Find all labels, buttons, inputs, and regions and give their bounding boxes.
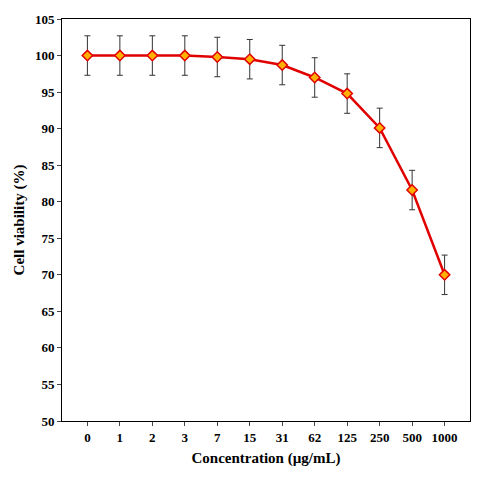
- svg-text:90: 90: [41, 121, 54, 136]
- svg-text:1: 1: [117, 430, 124, 445]
- svg-text:70: 70: [41, 267, 54, 282]
- svg-text:55: 55: [41, 377, 55, 392]
- svg-text:7: 7: [214, 430, 221, 445]
- svg-text:85: 85: [41, 158, 55, 173]
- svg-text:100: 100: [35, 48, 55, 63]
- svg-text:Cell viability (%): Cell viability (%): [11, 165, 28, 276]
- svg-text:62: 62: [308, 430, 321, 445]
- svg-text:80: 80: [41, 194, 54, 209]
- svg-text:500: 500: [402, 430, 422, 445]
- svg-text:60: 60: [41, 340, 54, 355]
- svg-text:75: 75: [41, 231, 55, 246]
- svg-text:Concentration (µg/mL): Concentration (µg/mL): [191, 450, 340, 467]
- svg-text:31: 31: [276, 430, 289, 445]
- svg-text:1000: 1000: [432, 430, 458, 445]
- svg-text:125: 125: [337, 430, 357, 445]
- svg-text:2: 2: [149, 430, 156, 445]
- svg-text:250: 250: [370, 430, 390, 445]
- svg-text:0: 0: [84, 430, 91, 445]
- svg-text:15: 15: [243, 430, 257, 445]
- svg-text:3: 3: [182, 430, 189, 445]
- svg-text:50: 50: [41, 414, 54, 429]
- svg-text:95: 95: [41, 85, 55, 100]
- svg-text:65: 65: [41, 304, 55, 319]
- svg-text:105: 105: [35, 12, 55, 27]
